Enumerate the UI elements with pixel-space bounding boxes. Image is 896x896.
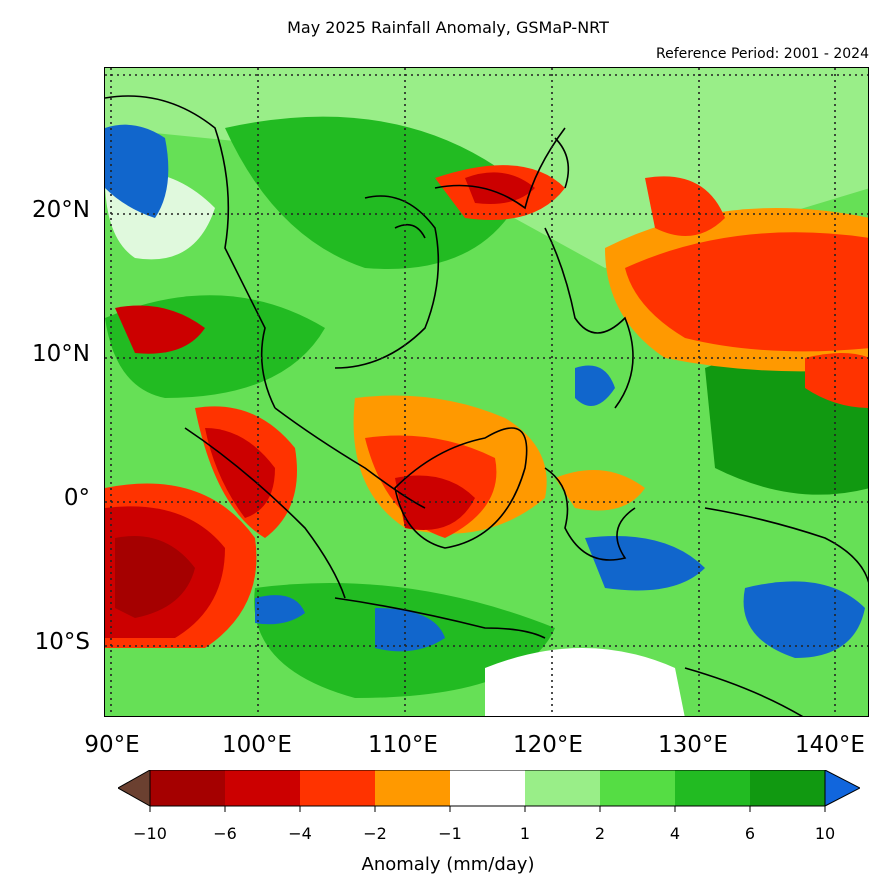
coastlines: [105, 95, 868, 716]
coast-china: [434, 127, 566, 210]
colorbar-tick-label: −10: [133, 824, 167, 843]
colorbar-swatch: [450, 770, 525, 806]
severe-dry-indian-ocean: [115, 536, 195, 618]
coast-myanmar: [105, 95, 276, 409]
coast-borneo: [394, 427, 528, 549]
colorbar-swatch: [375, 770, 450, 806]
lat-tick: 10°N: [32, 341, 90, 367]
near-normal-south: [485, 648, 685, 716]
colorbar-swatch: [225, 770, 300, 806]
very-wet-sulu: [575, 365, 615, 406]
map-svg: [105, 68, 868, 716]
colorbar-tick-label: 10: [814, 824, 836, 843]
colorbar-under-arrow: [116, 769, 151, 807]
coast-malay: [274, 407, 426, 509]
dry-pacific: [625, 232, 868, 352]
green-indochina: [225, 116, 525, 269]
colorbar-swatch: [675, 770, 750, 806]
lon-tick: 140°E: [795, 732, 865, 758]
colorbar-swatch: [150, 770, 225, 806]
lat-tick: 10°S: [34, 629, 90, 655]
colorbar-tick-label: 4: [669, 824, 681, 843]
reference-period: Reference Period: 2001 - 2024: [656, 46, 869, 62]
colorbar-swatch: [525, 770, 600, 806]
colorbar-swatch: [300, 770, 375, 806]
coast-sumatra: [184, 427, 346, 599]
coast-australia: [684, 667, 804, 716]
very-dry-south-china: [465, 172, 535, 204]
coast-sulawesi: [544, 467, 636, 561]
very-wet-java: [375, 608, 445, 652]
colorbar-tick-label: −1: [438, 824, 462, 843]
coast-taiwan: [554, 137, 570, 189]
chart-title: May 2025 Rainfall Anomaly, GSMaP-NRT: [287, 18, 609, 37]
dry-nw-pacific: [645, 176, 725, 236]
coast-java: [334, 597, 546, 639]
colorbar: [116, 769, 862, 836]
colorbar-over-arrow: [824, 769, 862, 807]
coast-hainan: [394, 223, 426, 239]
colorbar-tick-label: 2: [594, 824, 606, 843]
colorbar-tick-label: 1: [519, 824, 531, 843]
colorbar-tick-label: 6: [744, 824, 756, 843]
colorbar-swatch: [750, 770, 825, 806]
lat-tick: 20°N: [32, 197, 90, 223]
lon-tick: 110°E: [368, 732, 438, 758]
dry-bay-of-bengal: [115, 305, 205, 354]
very-wet-banda: [585, 536, 705, 591]
very-wet-sunda: [255, 595, 305, 625]
colorbar-title: Anomaly (mm/day): [361, 854, 535, 875]
lon-tick: 90°E: [84, 732, 140, 758]
colorbar-tick-label: −6: [213, 824, 237, 843]
colorbar-border: [149, 769, 826, 807]
colorbar-tick-label: −4: [288, 824, 312, 843]
dry-east-edge: [805, 353, 868, 408]
coast-new-guinea: [704, 507, 868, 584]
lon-tick: 130°E: [658, 732, 728, 758]
colorbar-tick-label: −2: [363, 824, 387, 843]
graticule: [105, 68, 868, 716]
colorbar-swatch: [600, 770, 675, 806]
anomaly-map: [104, 67, 869, 717]
lon-tick: 120°E: [513, 732, 583, 758]
dry-sulawesi: [555, 470, 645, 511]
coast-philippines: [544, 227, 634, 409]
lat-tick: 0°: [63, 485, 90, 511]
colorbar-svg: [116, 769, 862, 812]
very-wet-myanmar: [105, 124, 169, 218]
lon-tick: 100°E: [222, 732, 292, 758]
